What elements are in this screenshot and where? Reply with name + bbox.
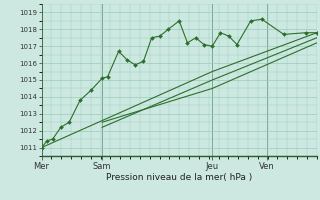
X-axis label: Pression niveau de la mer( hPa ): Pression niveau de la mer( hPa ) — [106, 173, 252, 182]
